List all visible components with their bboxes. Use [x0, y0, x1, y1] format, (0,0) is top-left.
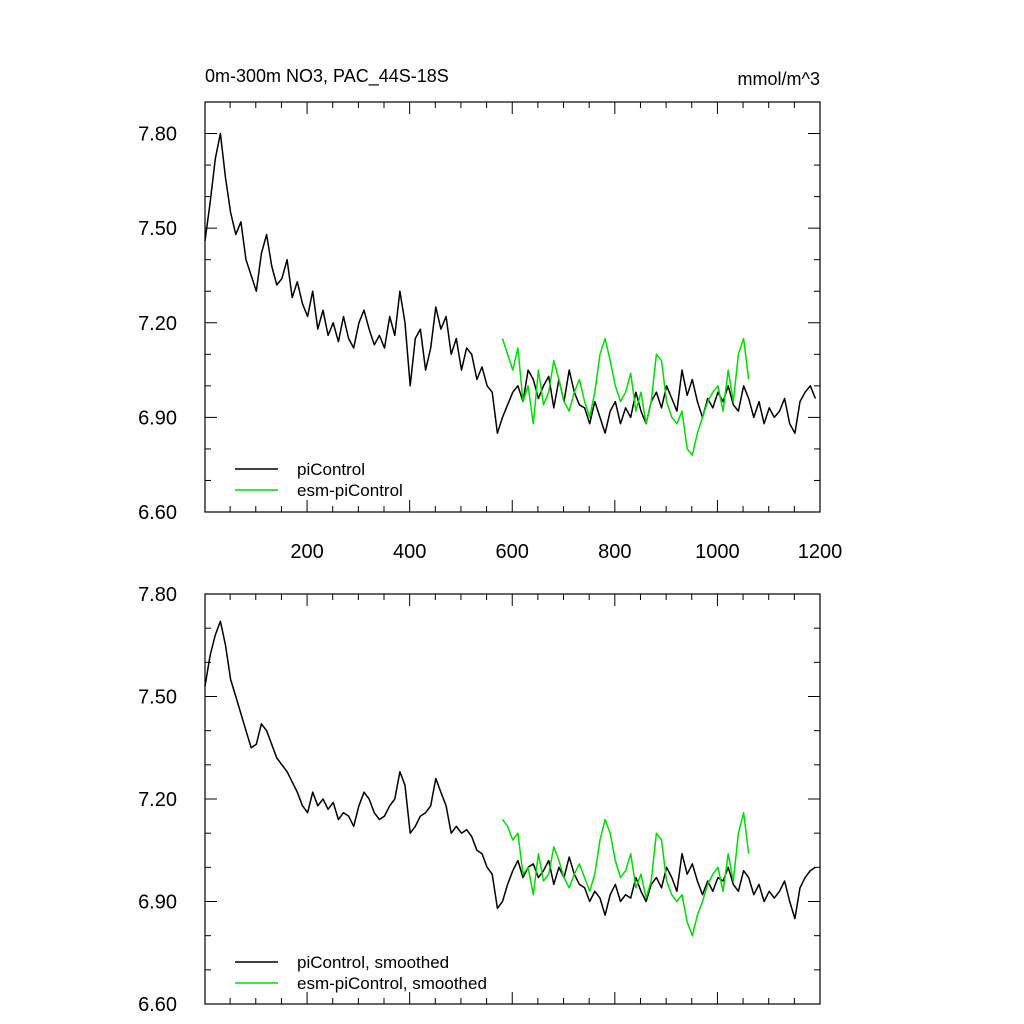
top-xtick-label: 400 [393, 541, 426, 563]
bottom-series-line-esm-picontrol [501, 811, 750, 937]
bottom-ytick-label: 7.50 [138, 687, 177, 709]
top-ytick-label: 7.80 [138, 124, 177, 146]
top-panel: 0m-300m NO3, PAC_44S-18S mmol/m^3 6.606.… [138, 66, 842, 563]
top-series-line-picontrol [204, 132, 817, 434]
bottom-ticks: 6.60 6.90 7.20 7.50 7.80 [138, 584, 821, 1016]
bottom-ytick-label: 7.80 [138, 584, 177, 606]
bottom-ytick-label: 7.20 [138, 789, 177, 811]
bottom-plot-frame [204, 593, 821, 1005]
bottom-legend: piControl, smoothed esm-piControl, smoot… [235, 953, 487, 993]
bottom-series-layer [204, 620, 816, 937]
top-ticks: 6.60 6.90 7.20 7.50 7.80 200 400 600 800 1000 1200 [138, 101, 843, 563]
legend-label-esm-picontrol-smoothed: esm-piControl, smoothed [297, 974, 487, 993]
bottom-ytick-label: 6.60 [138, 994, 177, 1016]
top-xtick-label: 600 [496, 541, 529, 563]
top-ytick-label: 6.60 [138, 502, 177, 524]
top-legend: piControl esm-piControl [235, 460, 403, 500]
top-ytick-label: 7.20 [138, 313, 177, 335]
top-xtick-label: 200 [290, 541, 323, 563]
legend-label-picontrol: piControl [297, 460, 365, 479]
top-ytick-label: 7.50 [138, 218, 177, 240]
bottom-series-line-picontrol [204, 620, 816, 920]
top-xtick-label: 800 [598, 541, 631, 563]
top-series-line-esm-picontrol [501, 337, 750, 456]
top-title: 0m-300m NO3, PAC_44S-18S [205, 66, 449, 87]
top-units: mmol/m^3 [738, 69, 820, 89]
top-series-layer [204, 132, 817, 456]
bottom-panel: 6.60 6.90 7.20 7.50 7.80 piControl, smoothed… [138, 584, 821, 1016]
legend-label-esm-picontrol: esm-piControl [297, 481, 403, 500]
legend-label-picontrol-smoothed: piControl, smoothed [297, 953, 449, 972]
top-xtick-label: 1200 [798, 541, 843, 563]
top-plot-frame [204, 101, 821, 513]
top-xtick-label: 1000 [695, 541, 740, 563]
bottom-ytick-label: 6.90 [138, 892, 177, 914]
top-ytick-label: 6.90 [138, 407, 177, 429]
